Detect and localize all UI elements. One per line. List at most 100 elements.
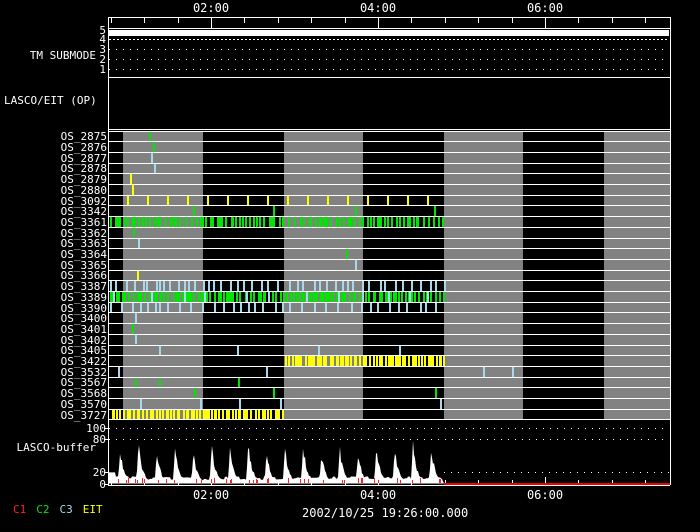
event-tick: [383, 217, 386, 227]
event-tick: [135, 334, 137, 345]
time-axis-minor-tick: [645, 479, 647, 485]
event-tick: [213, 409, 216, 420]
event-tick: [257, 292, 260, 302]
buffer-red-tick: [420, 478, 422, 484]
event-tick: [260, 281, 263, 291]
event-tick: [253, 292, 256, 302]
event-tick: [264, 292, 267, 302]
os-row-label: OS_2877: [60, 151, 107, 165]
event-tick: [187, 281, 190, 291]
event-tick: [327, 292, 330, 302]
tm-ytick-label: 2: [99, 52, 106, 66]
event-tick: [206, 292, 209, 302]
event-tick: [167, 409, 170, 420]
buffer-red-tick: [374, 478, 376, 484]
buffer-grid-20: [444, 472, 669, 474]
event-tick: [214, 409, 217, 420]
event-tick: [300, 302, 303, 313]
event-tick: [172, 292, 175, 302]
event-tick: [367, 195, 369, 206]
event-tick: [124, 292, 127, 302]
event-tick: [397, 356, 400, 366]
time-label-bottom: 02:00: [192, 488, 230, 502]
event-tick: [404, 356, 407, 366]
event-tick: [186, 292, 189, 302]
event-tick: [352, 217, 355, 227]
event-tick: [137, 409, 140, 420]
row-separator: [108, 226, 670, 228]
buffer-red-tick: [125, 480, 127, 484]
event-tick: [159, 292, 162, 302]
event-tick: [419, 281, 422, 291]
event-tick: [365, 292, 368, 302]
event-tick: [302, 217, 305, 227]
event-tick: [417, 217, 420, 227]
event-tick: [154, 163, 156, 174]
event-tick: [336, 356, 339, 366]
event-tick: [354, 292, 357, 302]
event-tick: [392, 292, 395, 302]
event-tick: [119, 217, 122, 227]
op-panel-bottom-border: [108, 128, 670, 130]
event-tick: [414, 356, 417, 366]
event-tick: [237, 281, 240, 291]
event-tick: [270, 409, 273, 420]
event-tick: [245, 409, 248, 420]
buffer-grid-80: [109, 439, 669, 441]
time-axis-minor-tick: [177, 17, 179, 23]
event-tick: [362, 356, 365, 366]
event-tick: [122, 292, 125, 302]
event-tick: [196, 217, 199, 227]
os-row-label: OS_3567: [60, 376, 107, 390]
row-separator: [108, 141, 670, 143]
event-tick: [262, 292, 265, 302]
event-tick: [341, 281, 344, 291]
event-tick: [273, 206, 275, 217]
event-tick: [186, 409, 189, 420]
event-tick: [178, 409, 181, 420]
os-row-label: OS_3532: [60, 365, 107, 379]
event-tick: [244, 217, 247, 227]
tm-panel-bottom-border: [108, 77, 670, 78]
row-separator: [108, 216, 670, 218]
event-tick: [222, 302, 225, 313]
event-tick: [314, 292, 317, 302]
buffer-red-tick: [341, 480, 343, 484]
event-tick: [317, 356, 320, 366]
event-tick: [178, 281, 181, 291]
event-tick: [271, 292, 274, 302]
event-tick: [394, 356, 397, 366]
row-separator: [108, 258, 670, 260]
event-tick: [278, 409, 281, 420]
event-tick: [429, 356, 432, 366]
event-tick: [348, 217, 351, 227]
event-tick: [131, 302, 134, 313]
event-tick: [203, 281, 206, 291]
event-tick: [239, 409, 242, 420]
event-tick: [396, 356, 399, 366]
event-tick: [295, 356, 298, 366]
event-tick: [427, 292, 430, 302]
os-row-label: OS_3422: [60, 355, 107, 368]
event-tick: [282, 409, 285, 420]
tm-ytick-label: 1: [99, 62, 106, 76]
row-separator: [108, 130, 670, 132]
event-tick: [137, 270, 139, 281]
event-tick: [305, 292, 308, 302]
event-tick: [313, 356, 316, 366]
event-tick: [196, 409, 199, 420]
os-row-label: OS_3405: [60, 344, 107, 358]
event-tick: [407, 292, 410, 302]
event-tick: [113, 409, 116, 420]
event-tick: [411, 356, 414, 366]
event-tick: [434, 302, 437, 313]
event-tick: [423, 292, 426, 302]
event-tick: [238, 217, 241, 227]
event-tick: [209, 292, 212, 302]
event-tick: [193, 409, 196, 420]
buffer-red-tick: [377, 480, 379, 484]
event-tick: [401, 356, 404, 366]
time-axis-minor-tick: [611, 17, 613, 23]
event-tick: [322, 292, 325, 302]
event-tick: [397, 302, 400, 313]
